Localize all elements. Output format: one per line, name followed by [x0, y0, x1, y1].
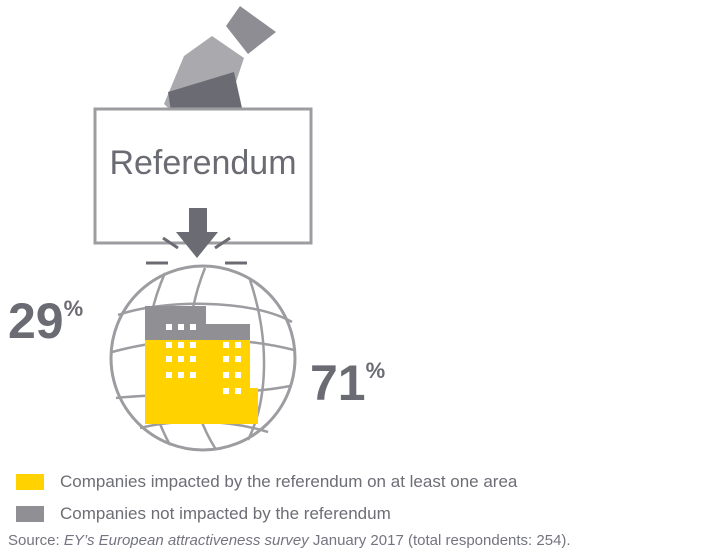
legend-item-impacted: Companies impacted by the referendum on … — [16, 466, 517, 498]
not-impacted-percent-number: 71 — [310, 355, 366, 411]
not-impacted-percent-label: 71% — [310, 358, 385, 408]
source-suffix: January 2017 (total respondents: 254). — [308, 532, 571, 549]
legend-swatch-not-impacted — [16, 506, 44, 522]
legend-swatch-impacted — [16, 474, 44, 490]
impacted-percent-number: 29 — [8, 293, 64, 349]
building-windows — [166, 324, 241, 394]
not-impacted-percent-symbol: % — [365, 358, 386, 383]
building-yellow-part — [145, 340, 258, 424]
legend: Companies impacted by the referendum on … — [16, 466, 517, 530]
legend-item-not-impacted: Companies not impacted by the referendum — [16, 498, 517, 530]
building-grey-part — [145, 306, 250, 340]
arrow-down-icon — [146, 208, 247, 265]
legend-label-impacted: Companies impacted by the referendum on … — [60, 472, 518, 491]
impacted-percent-symbol: % — [63, 296, 84, 321]
source-note: Source: EY’s European attractiveness sur… — [8, 532, 571, 549]
legend-label-not-impacted: Companies not impacted by the referendum — [60, 504, 391, 523]
referendum-illustration: Referendum — [93, 6, 313, 452]
ballot-box-title: Referendum — [109, 144, 296, 182]
impacted-percent-label: 29% — [8, 296, 83, 346]
source-prefix: Source: — [8, 532, 64, 549]
source-survey-name: EY’s European attractiveness survey — [63, 532, 309, 549]
